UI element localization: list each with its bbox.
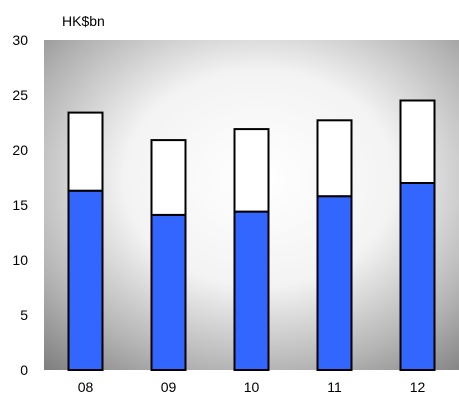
bars	[67, 99, 436, 371]
bar-segment-2-11	[316, 119, 353, 198]
y-axis-ticks: 0 5 10 15 20 25 30	[12, 32, 28, 378]
x-tick-label: 12	[410, 379, 426, 394]
x-tick-label: 08	[78, 379, 94, 394]
unit-label: HK$bn	[62, 13, 105, 29]
y-tick-label: 25	[12, 87, 28, 103]
bar-segment-2-12	[399, 99, 436, 184]
y-tick-label: 5	[20, 307, 28, 323]
x-axis-ticks: 08 09 10 11 12	[78, 379, 426, 394]
x-tick-label: 10	[244, 379, 260, 394]
bar-segment-2-09	[150, 139, 187, 216]
bar-segment-1-10	[233, 210, 270, 371]
y-tick-label: 20	[12, 142, 28, 158]
y-tick-label: 15	[12, 197, 28, 213]
x-tick-label: 09	[161, 379, 177, 394]
y-tick-label: 30	[12, 32, 28, 48]
x-tick-label: 11	[327, 379, 342, 394]
y-tick-label: 10	[12, 252, 28, 268]
bar-segment-1-11	[316, 195, 353, 371]
bar-segment-2-10	[233, 128, 270, 213]
bar-segment-1-12	[399, 182, 436, 371]
bar-segment-1-08	[67, 189, 104, 371]
bar-segment-2-08	[67, 111, 104, 192]
y-tick-label: 0	[20, 362, 28, 378]
bar-segment-1-09	[150, 213, 187, 371]
